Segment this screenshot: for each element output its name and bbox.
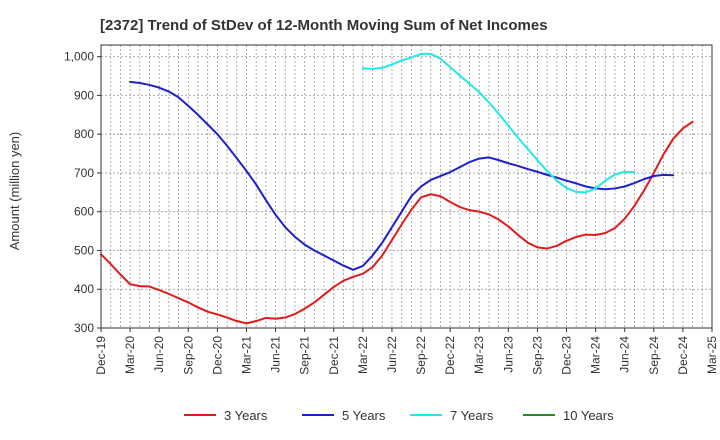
series-line-5-years	[129, 80, 675, 271]
x-tick-label: Sep-21	[298, 336, 312, 375]
y-tick-label: 1,000	[64, 50, 94, 64]
legend-label: 3 Years	[224, 408, 268, 423]
x-tick-label: Jun-20	[152, 336, 166, 373]
x-tick-label: Mar-22	[356, 336, 370, 374]
series-line-3-years	[100, 120, 694, 325]
x-tick-label: Sep-24	[647, 336, 661, 375]
legend-label: 7 Years	[450, 408, 494, 423]
x-tick-label: Dec-23	[560, 336, 574, 375]
y-tick-label: 400	[74, 282, 94, 296]
y-tick-label: 800	[74, 127, 94, 141]
y-tick-label: 700	[74, 166, 94, 180]
x-tick-label: Dec-20	[210, 336, 224, 375]
x-tick-label: Sep-20	[181, 336, 195, 375]
x-tick-label: Mar-20	[123, 336, 137, 374]
x-tick-label: Dec-24	[676, 336, 690, 375]
y-tick-label: 300	[74, 321, 94, 335]
x-tick-label: Dec-22	[443, 336, 457, 375]
y-axis-label: Amount (million yen)	[7, 132, 22, 251]
x-tick-label: Mar-23	[472, 336, 486, 374]
x-tick-label: Dec-19	[94, 336, 108, 375]
y-tick-label: 600	[74, 205, 94, 219]
x-tick-label: Sep-22	[414, 336, 428, 375]
x-tick-label: Mar-24	[589, 336, 603, 374]
y-axis-ticks: 300 400 500 600 700 800 900 1,000	[64, 50, 101, 335]
y-tick-label: 500	[74, 243, 94, 257]
x-tick-label: Dec-21	[327, 336, 341, 375]
x-tick-label: Jun-22	[385, 336, 399, 373]
legend-label: 10 Years	[563, 408, 614, 423]
x-axis-ticks: Dec-19 Mar-20 Jun-20 Sep-20 Dec-20 Mar-21 Jun-…	[94, 328, 719, 375]
y-tick-label: 900	[74, 88, 94, 102]
x-tick-label: Jun-24	[618, 336, 632, 373]
legend: 3 Years 5 Years 7 Years 10 Years	[184, 408, 614, 423]
x-tick-label: Mar-25	[705, 336, 719, 374]
x-tick-label: Sep-23	[530, 336, 544, 375]
series-line-7-years	[361, 52, 636, 194]
x-tick-label: Mar-21	[239, 336, 253, 374]
plot-frame	[100, 44, 713, 329]
x-tick-label: Jun-23	[501, 336, 515, 373]
x-tick-label: Jun-21	[269, 336, 283, 373]
chart-title: [2372] Trend of StDev of 12-Month Moving…	[100, 17, 548, 34]
legend-label: 5 Years	[342, 408, 386, 423]
series-lines	[100, 52, 694, 325]
